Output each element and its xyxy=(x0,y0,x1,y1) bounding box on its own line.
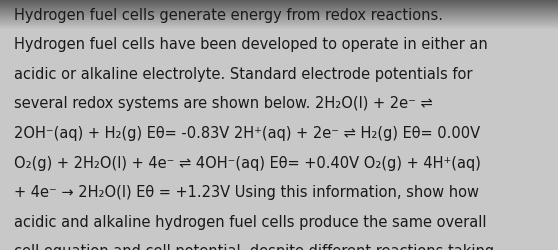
FancyBboxPatch shape xyxy=(0,12,558,13)
FancyBboxPatch shape xyxy=(0,23,558,24)
Text: Hydrogen fuel cells have been developed to operate in either an: Hydrogen fuel cells have been developed … xyxy=(14,37,488,52)
FancyBboxPatch shape xyxy=(0,2,558,3)
Text: Hydrogen fuel cells generate energy from redox reactions.: Hydrogen fuel cells generate energy from… xyxy=(14,8,443,22)
FancyBboxPatch shape xyxy=(0,13,558,14)
Text: O₂(g) + 2H₂O(l) + 4e⁻ ⇌ 4OH⁻(aq) Eθ= +0.40V O₂(g) + 4H⁺(aq): O₂(g) + 2H₂O(l) + 4e⁻ ⇌ 4OH⁻(aq) Eθ= +0.… xyxy=(14,155,481,170)
Text: + 4e⁻ → 2H₂O(l) Eθ = +1.23V Using this information, show how: + 4e⁻ → 2H₂O(l) Eθ = +1.23V Using this i… xyxy=(14,184,479,200)
FancyBboxPatch shape xyxy=(0,1,558,2)
Text: acidic and alkaline hydrogen fuel cells produce the same overall: acidic and alkaline hydrogen fuel cells … xyxy=(14,214,487,229)
FancyBboxPatch shape xyxy=(0,9,558,10)
FancyBboxPatch shape xyxy=(0,17,558,18)
FancyBboxPatch shape xyxy=(0,11,558,12)
Text: several redox systems are shown below. 2H₂O(l) + 2e⁻ ⇌: several redox systems are shown below. 2… xyxy=(14,96,432,111)
FancyBboxPatch shape xyxy=(0,3,558,4)
FancyBboxPatch shape xyxy=(0,18,558,19)
FancyBboxPatch shape xyxy=(0,8,558,9)
FancyBboxPatch shape xyxy=(0,5,558,6)
Text: 2OH⁻(aq) + H₂(g) Eθ= -0.83V 2H⁺(aq) + 2e⁻ ⇌ H₂(g) Eθ= 0.00V: 2OH⁻(aq) + H₂(g) Eθ= -0.83V 2H⁺(aq) + 2e… xyxy=(14,126,480,140)
FancyBboxPatch shape xyxy=(0,21,558,22)
FancyBboxPatch shape xyxy=(0,20,558,21)
Text: acidic or alkaline electrolyte. Standard electrode potentials for: acidic or alkaline electrolyte. Standard… xyxy=(14,66,473,82)
FancyBboxPatch shape xyxy=(0,19,558,20)
FancyBboxPatch shape xyxy=(0,22,558,23)
FancyBboxPatch shape xyxy=(0,15,558,16)
FancyBboxPatch shape xyxy=(0,14,558,15)
FancyBboxPatch shape xyxy=(0,27,558,28)
FancyBboxPatch shape xyxy=(0,10,558,11)
FancyBboxPatch shape xyxy=(0,6,558,7)
FancyBboxPatch shape xyxy=(0,4,558,5)
FancyBboxPatch shape xyxy=(0,26,558,27)
FancyBboxPatch shape xyxy=(0,7,558,8)
FancyBboxPatch shape xyxy=(0,24,558,25)
Text: cell equation and cell potential, despite different reactions taking: cell equation and cell potential, despit… xyxy=(14,244,494,250)
FancyBboxPatch shape xyxy=(0,25,558,26)
FancyBboxPatch shape xyxy=(0,0,558,1)
FancyBboxPatch shape xyxy=(0,16,558,17)
